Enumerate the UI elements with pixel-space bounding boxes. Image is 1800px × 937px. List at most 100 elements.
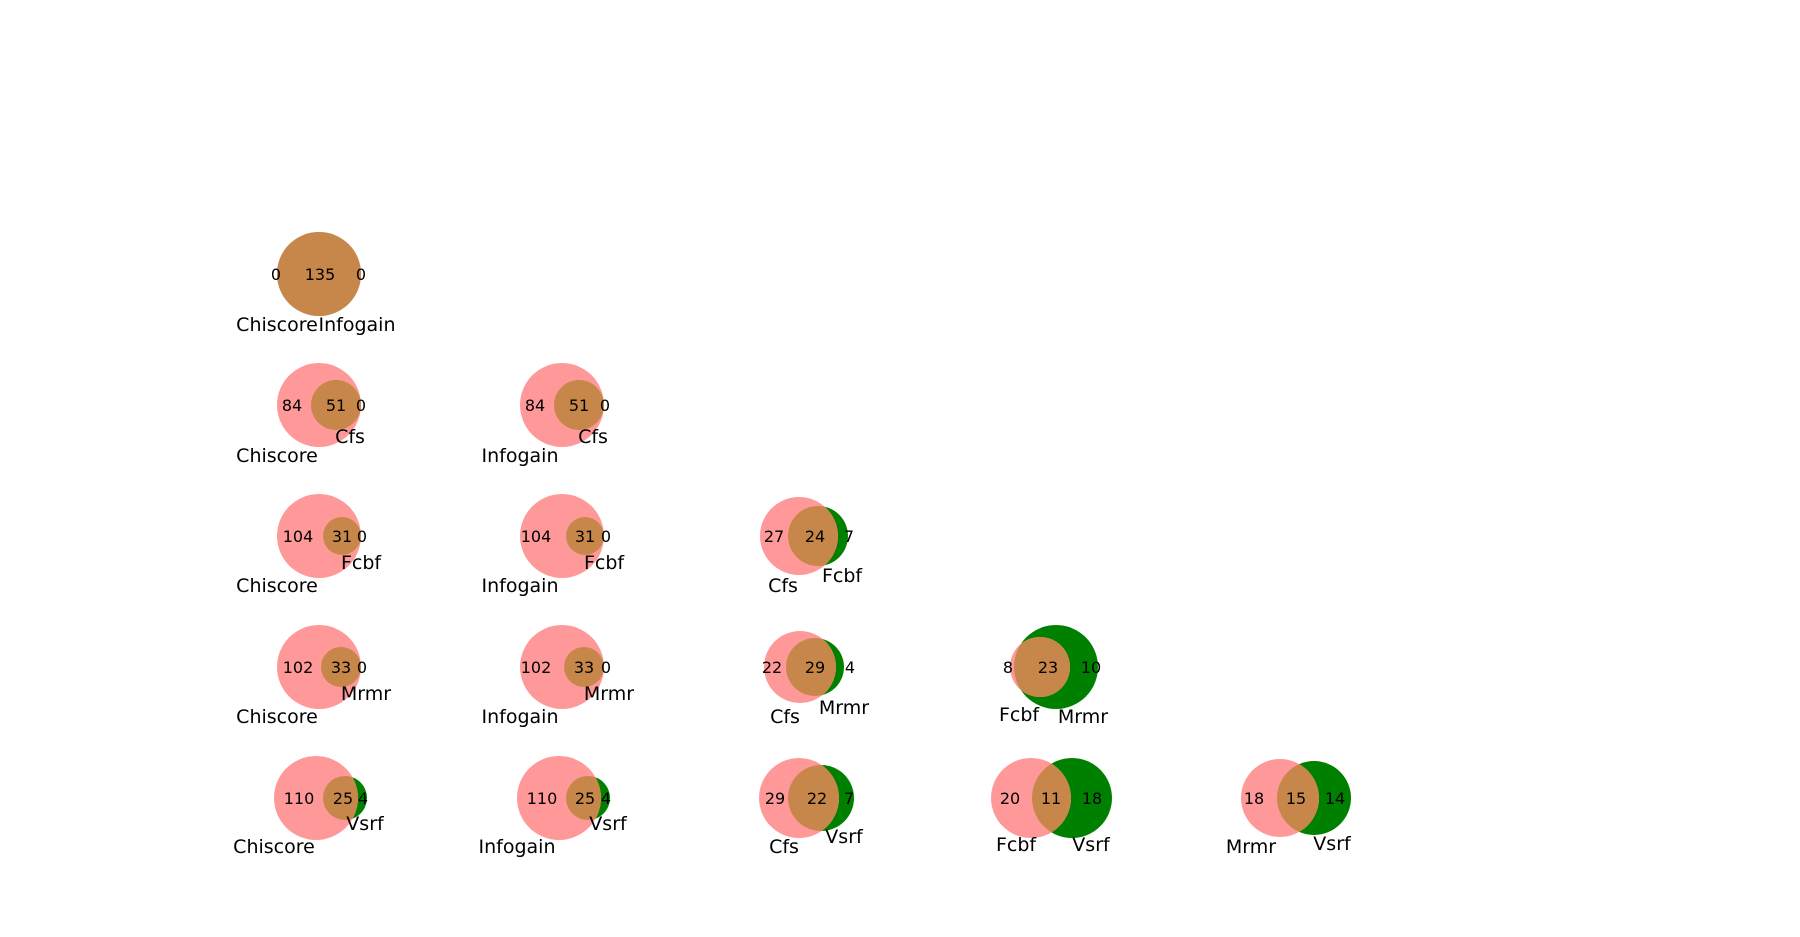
venn-diagram: 29 22 7 Cfs Vsrf: [759, 758, 864, 858]
right-set-label: Infogain: [319, 314, 396, 336]
left-only-count: 102: [521, 658, 552, 677]
left-only-count: 18: [1244, 789, 1264, 808]
left-set-label: Cfs: [769, 836, 799, 858]
overlap-count: 33: [331, 658, 351, 677]
left-only-count: 27: [764, 527, 784, 546]
left-only-count: 84: [282, 396, 302, 415]
right-only-count: 0: [357, 658, 367, 677]
left-set-label: Chiscore: [236, 706, 318, 728]
left-set-label: Cfs: [768, 575, 798, 597]
right-only-count: 0: [357, 527, 367, 546]
venn-diagram: 8 23 10 Fcbf Mrmr: [999, 625, 1108, 728]
left-set-label: Fcbf: [996, 834, 1037, 856]
left-set-label: Chiscore: [236, 445, 318, 467]
right-only-count: 7: [844, 789, 854, 808]
right-set-label: Vsrf: [825, 826, 864, 848]
right-only-count: 18: [1082, 789, 1102, 808]
overlap-region: [311, 380, 361, 430]
overlap-region: [1014, 637, 1070, 697]
left-set-label: Infogain: [482, 706, 559, 728]
overlap-region: [566, 776, 601, 820]
venn-diagram: 20 11 18 Fcbf Vsrf: [991, 758, 1112, 856]
left-set-label: Chiscore: [236, 314, 318, 336]
overlap-region: [566, 517, 604, 555]
left-set-label: Mrmr: [1226, 836, 1276, 858]
overlap-count: 11: [1041, 789, 1061, 808]
venn-diagram: 84 51 0 Chiscore Cfs: [236, 363, 366, 467]
left-only-count: 29: [765, 789, 785, 808]
venn-diagram: 84 51 0 Infogain Cfs: [482, 363, 610, 467]
left-set-circle: [520, 625, 604, 709]
overlap-region: [564, 647, 604, 687]
overlap-region: [321, 647, 361, 687]
overlap-count: 22: [807, 789, 827, 808]
venn-diagram: 18 15 14 Mrmr Vsrf: [1226, 759, 1352, 858]
right-only-count: 7: [844, 527, 854, 546]
venn-diagram: 27 24 7 Cfs Fcbf: [760, 497, 863, 597]
left-set-label: Fcbf: [999, 704, 1040, 726]
left-only-count: 110: [284, 789, 315, 808]
right-only-count: 0: [601, 658, 611, 677]
overlap-region: [323, 776, 358, 820]
venn-diagram: 102 33 0 Infogain Mrmr: [482, 625, 634, 728]
right-set-label: Fcbf: [822, 565, 863, 587]
left-only-count: 104: [283, 527, 314, 546]
right-set-label: Vsrf: [589, 813, 628, 835]
right-only-count: 0: [601, 527, 611, 546]
overlap-count: 31: [575, 527, 595, 546]
right-set-label: Mrmr: [819, 697, 869, 719]
left-only-count: 104: [521, 527, 552, 546]
overlap-count: 33: [574, 658, 594, 677]
overlap-count: 31: [332, 527, 352, 546]
right-set-label: Cfs: [335, 426, 365, 448]
right-only-count: 0: [356, 265, 366, 284]
left-set-label: Infogain: [482, 445, 559, 467]
right-set-label: Cfs: [578, 426, 608, 448]
overlap-count: 51: [569, 396, 589, 415]
overlap-count: 23: [1038, 658, 1058, 677]
venn-diagram: 102 33 0 Chiscore Mrmr: [236, 625, 391, 728]
overlap-region: [554, 380, 604, 430]
left-set-circle: [277, 625, 361, 709]
left-set-circle: [517, 756, 601, 840]
right-only-count: 14: [1325, 789, 1345, 808]
left-only-count: 20: [1000, 789, 1020, 808]
venn-diagram: 22 29 4 Cfs Mrmr: [762, 631, 869, 728]
left-only-count: 110: [527, 789, 558, 808]
overlap-count: 24: [805, 527, 825, 546]
right-set-label: Mrmr: [341, 683, 391, 705]
right-set-label: Fcbf: [584, 552, 625, 574]
left-set-circle: [274, 756, 358, 840]
right-only-count: 0: [356, 396, 366, 415]
left-set-label: Chiscore: [233, 836, 315, 858]
overlap-region: [1032, 758, 1071, 838]
left-only-count: 102: [283, 658, 314, 677]
overlap-count: 51: [326, 396, 346, 415]
venn-diagram: 0 135 0 Chiscore Infogain: [236, 232, 395, 336]
left-only-count: 8: [1003, 658, 1013, 677]
right-only-count: 4: [601, 789, 611, 808]
left-set-circle: [277, 494, 361, 578]
overlap-region: [788, 506, 838, 566]
right-set-label: Fcbf: [341, 552, 382, 574]
left-set-label: Chiscore: [236, 575, 318, 597]
right-only-count: 4: [845, 658, 855, 677]
left-only-count: 0: [271, 265, 281, 284]
venn-diagram: 104 31 0 Chiscore Fcbf: [236, 494, 382, 597]
left-set-label: Infogain: [479, 836, 556, 858]
overlap-count: 25: [575, 789, 595, 808]
overlap-region: [786, 638, 836, 696]
venn-diagram: 104 31 0 Infogain Fcbf: [482, 494, 625, 597]
overlap-count: 25: [333, 789, 353, 808]
overlap-count: 15: [1286, 789, 1306, 808]
right-set-label: Vsrf: [346, 813, 385, 835]
right-set-label: Vsrf: [1072, 834, 1111, 856]
overlap-region: [277, 232, 361, 316]
left-only-count: 22: [762, 658, 782, 677]
overlap-region: [323, 517, 361, 555]
left-set-label: Cfs: [770, 706, 800, 728]
left-set-circle: [520, 494, 604, 578]
venn-diagram: 110 25 4 Infogain Vsrf: [479, 756, 628, 858]
venn-diagram: 110 25 4 Chiscore Vsrf: [233, 756, 385, 858]
